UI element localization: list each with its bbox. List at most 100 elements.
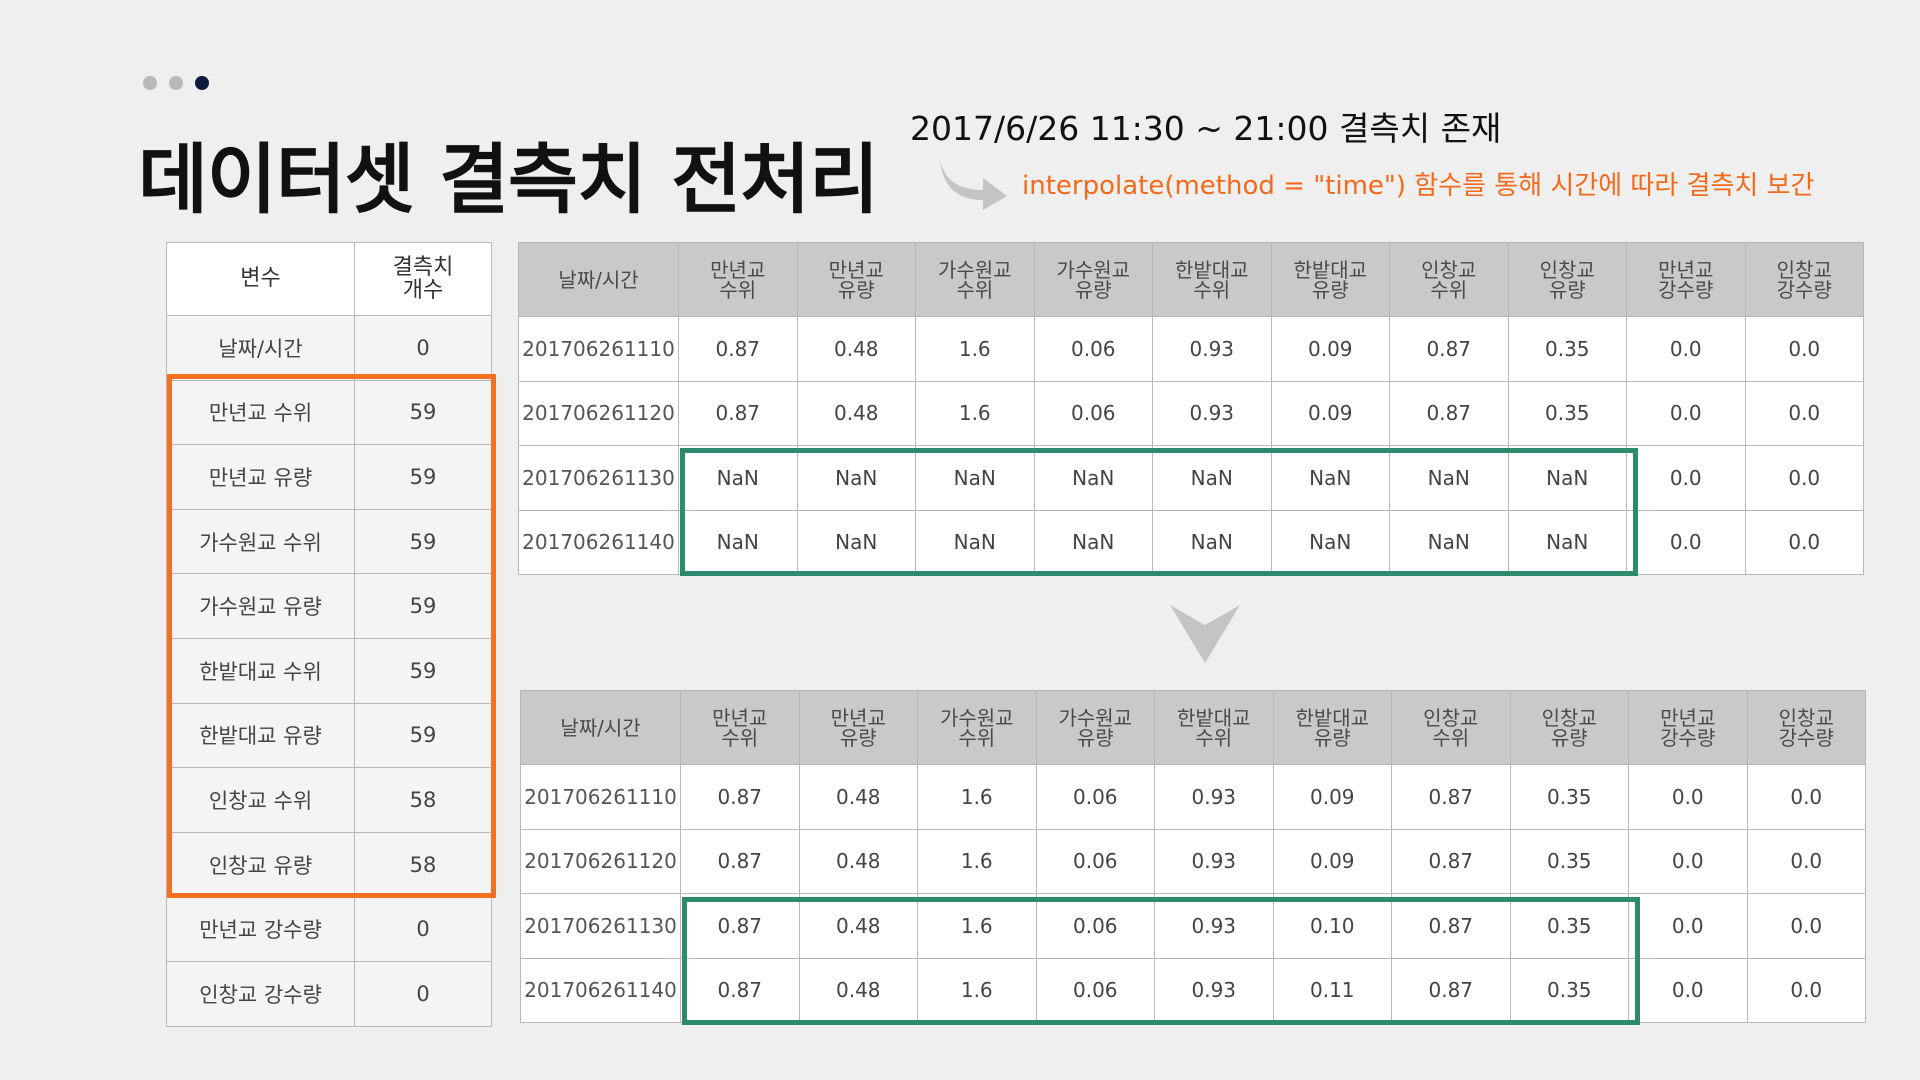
value-cell: NaN [796, 509, 916, 575]
value-cell: NaN [1389, 445, 1509, 511]
column-header: 인창교 강수량 [1746, 690, 1866, 765]
page-title: 데이터셋 결측치 전처리 [138, 135, 879, 224]
column-header: 만년교 수위 [678, 242, 798, 317]
column-header: 만년교 유량 [796, 242, 916, 317]
value-cell: 0.87 [1391, 828, 1511, 894]
value-cell: 1.6 [917, 957, 1037, 1023]
column-header: 한밭대교 수위 [1154, 690, 1274, 765]
missing-count-cell: 59 [354, 637, 492, 704]
slide-dot [169, 76, 183, 90]
column-header: 만년교 유량 [798, 690, 918, 765]
column-header: 결측치 개수 [354, 242, 492, 316]
column-header: 인창교 수위 [1391, 690, 1511, 765]
value-cell: NaN [1270, 509, 1390, 575]
curved-arrow-icon [940, 158, 1007, 210]
value-cell: 0.87 [1391, 957, 1511, 1023]
slide-indicator [143, 76, 209, 90]
value-cell: 0.0 [1628, 893, 1748, 959]
value-cell: 0.0 [1746, 893, 1866, 959]
variable-name-cell: 만년교 강수량 [166, 896, 355, 962]
value-cell: 0.87 [680, 764, 800, 830]
missing-count-cell: 59 [354, 702, 492, 769]
missing-count-cell: 58 [354, 767, 492, 833]
column-header: 한밭대교 유량 [1272, 690, 1392, 765]
value-cell: NaN [1033, 445, 1153, 511]
value-cell: 0.87 [1389, 380, 1509, 446]
value-cell: 0.10 [1272, 893, 1392, 959]
value-cell: 0.09 [1272, 828, 1392, 894]
value-cell: 0.0 [1744, 380, 1864, 446]
value-cell: 0.0 [1626, 316, 1746, 382]
datetime-cell: 201706261120 [520, 828, 681, 894]
value-cell: 0.0 [1746, 828, 1866, 894]
value-cell: 0.48 [798, 957, 918, 1023]
variable-name-cell: 만년교 유량 [166, 444, 355, 510]
value-cell: 0.0 [1628, 957, 1748, 1023]
value-cell: 0.09 [1270, 380, 1390, 446]
missing-count-cell: 0 [354, 315, 492, 381]
value-cell: 0.48 [796, 380, 916, 446]
table-row: 가수원교 유량 59 [166, 573, 492, 639]
value-cell: 0.87 [1391, 764, 1511, 830]
table-row: 201706261110 0.87 0.48 1.6 0.06 0.93 0.09 0.87 0… [518, 316, 1864, 382]
value-cell: 0.06 [1035, 764, 1155, 830]
value-cell: NaN [1507, 509, 1627, 575]
value-cell: 0.87 [1391, 893, 1511, 959]
value-cell: 0.06 [1035, 893, 1155, 959]
column-header: 가수원교 수위 [917, 690, 1037, 765]
variable-name-cell: 가수원교 유량 [166, 573, 355, 639]
value-cell: 0.09 [1270, 316, 1390, 382]
value-cell: NaN [1152, 509, 1272, 575]
value-cell: 0.48 [796, 316, 916, 382]
column-header: 한밭대교 유량 [1270, 242, 1390, 317]
datetime-cell: 201706261130 [520, 893, 681, 959]
value-cell: 0.09 [1272, 764, 1392, 830]
value-cell: 0.35 [1509, 957, 1629, 1023]
value-cell: NaN [1389, 509, 1509, 575]
slide-dot-active [195, 76, 209, 90]
variable-name-cell: 날짜/시간 [166, 315, 355, 381]
value-cell: 0.93 [1154, 764, 1274, 830]
value-cell: 0.06 [1033, 380, 1153, 446]
column-header: 만년교 강수량 [1628, 690, 1748, 765]
value-cell: 0.0 [1744, 316, 1864, 382]
value-cell: NaN [1270, 445, 1390, 511]
missing-variables-highlight [167, 374, 496, 898]
variable-name-cell: 한밭대교 수위 [166, 637, 355, 704]
variable-name-cell: 만년교 수위 [166, 379, 355, 446]
value-cell: 0.11 [1272, 957, 1392, 1023]
value-cell: NaN [678, 445, 798, 511]
variable-name-cell: 인창교 유량 [166, 831, 355, 898]
column-header: 변수 [166, 242, 355, 316]
value-cell: 1.6 [917, 764, 1037, 830]
interpolation-note: interpolate(method = "time") 함수를 통해 시간에 … [1022, 171, 1815, 201]
value-cell: 0.35 [1509, 828, 1629, 894]
column-header: 한밭대교 수위 [1152, 242, 1272, 317]
column-header: 만년교 수위 [680, 690, 800, 765]
value-cell: 0.87 [680, 828, 800, 894]
value-cell: 0.93 [1152, 380, 1272, 446]
value-cell: NaN [1152, 445, 1272, 511]
value-cell: 0.0 [1628, 828, 1748, 894]
value-cell: 0.87 [678, 380, 798, 446]
table-row: 인창교 강수량 0 [166, 960, 492, 1027]
column-header: 날짜/시간 [520, 690, 681, 765]
column-header: 가수원교 유량 [1033, 242, 1153, 317]
variable-name-cell: 인창교 강수량 [166, 960, 355, 1027]
missing-count-cell: 59 [354, 508, 492, 575]
value-cell: 0.93 [1154, 893, 1274, 959]
table-row: 201706261120 0.87 0.48 1.6 0.06 0.93 0.09 0.87 0… [520, 828, 1866, 894]
column-header: 인창교 강수량 [1744, 242, 1864, 317]
missing-count-cell: 0 [354, 896, 492, 962]
value-cell: 1.6 [915, 380, 1035, 446]
value-cell: 0.87 [678, 316, 798, 382]
table-row: 인창교 수위 58 [166, 767, 492, 833]
value-cell: 0.93 [1154, 828, 1274, 894]
table-row: 만년교 강수량 0 [166, 896, 492, 962]
value-cell: 0.35 [1507, 380, 1627, 446]
missing-count-cell: 59 [354, 573, 492, 639]
value-cell: 1.6 [915, 316, 1035, 382]
column-header: 인창교 유량 [1509, 690, 1629, 765]
datetime-cell: 201706261140 [520, 957, 681, 1023]
value-cell: 0.93 [1154, 957, 1274, 1023]
